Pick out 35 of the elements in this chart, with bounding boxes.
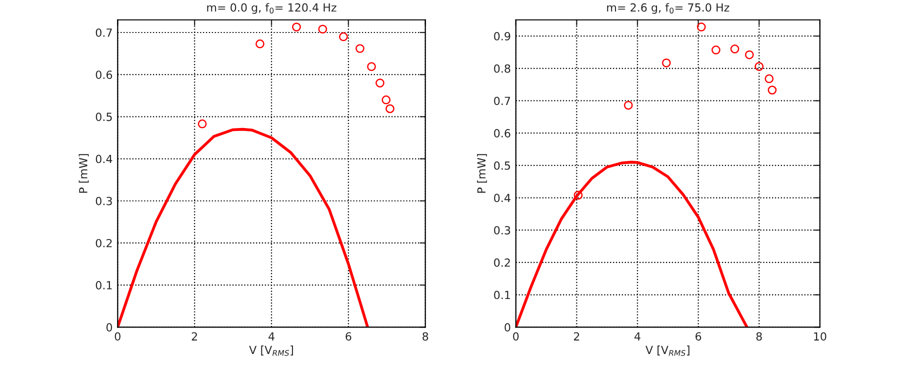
x-axis-title: V [V$_{RMS}$]	[249, 346, 293, 356]
chart-title: m= 2.6 g, f$_{0}$= 75.0 Hz	[607, 3, 730, 14]
y-tick-label: 0.6	[494, 129, 510, 138]
y-axis-title: P [mW]	[477, 154, 487, 193]
y-tick-label: 0.2	[494, 258, 510, 267]
x-axis-title: V [V$_{RMS}$]	[646, 346, 690, 356]
y-tick-label: 0.3	[494, 226, 510, 234]
y-tick-label: 0.7	[96, 28, 112, 37]
y-tick-label: 0.1	[96, 281, 112, 290]
y-axis-title: P [mW]	[78, 154, 89, 193]
x-tick-label: 6	[696, 332, 702, 341]
x-tick-label: 6	[346, 332, 352, 341]
x-tick-label: 4	[634, 332, 640, 340]
x-tick-label: 8	[422, 332, 428, 341]
y-tick-label: 0.2	[96, 238, 112, 248]
y-tick-label: 0.3	[96, 196, 112, 206]
y-tick-label: 0.1	[494, 290, 510, 300]
y-tick-label: 0.5	[494, 161, 510, 170]
y-tick-label: 0	[106, 323, 112, 332]
chart-title: m= 0.0 g, f$_{0}$= 120.4 Hz	[207, 3, 336, 14]
y-tick-label: 0.4	[96, 154, 112, 164]
y-tick-label: 0	[504, 323, 510, 332]
y-tick-label: 0.8	[494, 64, 510, 73]
x-tick-label: 2	[192, 332, 197, 340]
x-tick-label: 0	[114, 332, 120, 341]
y-tick-label: 0.6	[96, 70, 112, 79]
y-tick-label: 0.7	[494, 96, 510, 106]
y-tick-label: 0.5	[96, 112, 112, 122]
x-tick-label: 8	[756, 332, 762, 341]
x-tick-label: 0	[513, 332, 519, 341]
x-tick-label: 10	[814, 332, 826, 341]
y-tick-label: 0.4	[494, 194, 510, 202]
x-tick-label: 4	[268, 332, 274, 340]
y-tick-label: 0.9	[494, 32, 510, 40]
x-tick-label: 2	[574, 332, 580, 340]
